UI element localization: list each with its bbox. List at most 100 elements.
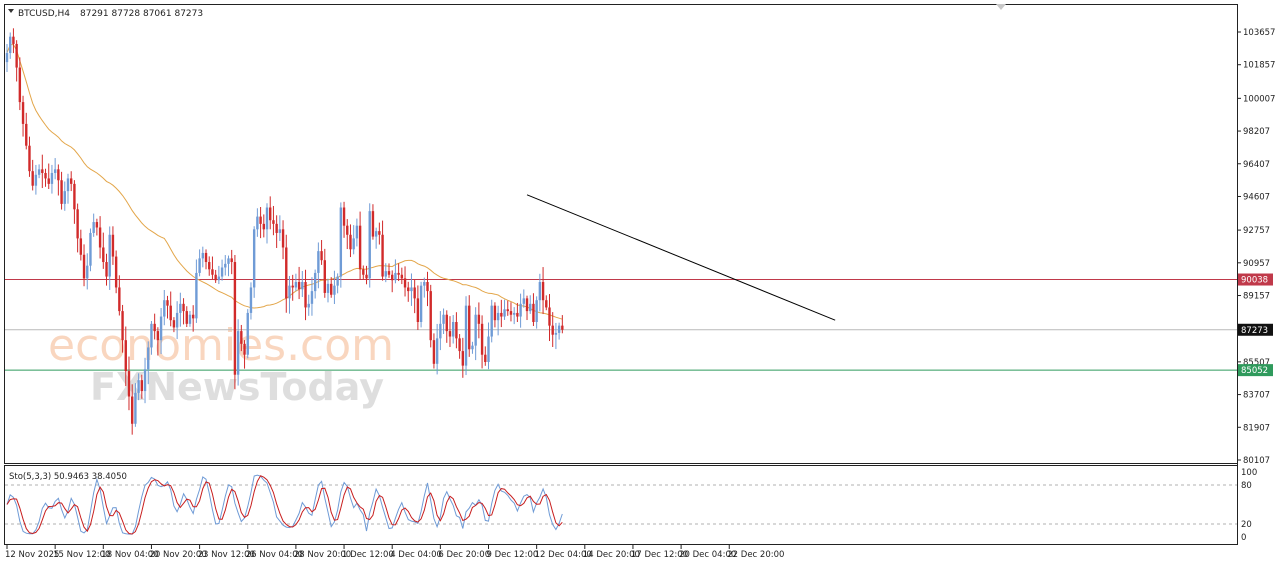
candle-bear [330, 283, 333, 295]
candle-bear [407, 287, 410, 292]
candle-bear [185, 311, 188, 324]
candle-bull [557, 325, 561, 333]
candle-bull [419, 285, 423, 323]
candle-bear [60, 180, 63, 204]
candle-bull [108, 234, 111, 277]
candle-bull [464, 305, 468, 366]
candle-bear [445, 314, 448, 332]
candle-bull [265, 207, 269, 230]
time-tick-label: 26 Nov 04:00 [246, 550, 303, 560]
candle-bear [172, 320, 176, 328]
candle-bull [307, 303, 310, 308]
candle-bear [516, 312, 519, 317]
candle-bear [57, 169, 60, 181]
candle-bull [195, 272, 198, 319]
candle-bear [233, 262, 237, 375]
candle-bear [416, 298, 420, 323]
candle-bear [281, 229, 285, 248]
moving-average-line [6, 43, 563, 320]
time-tick-label: 17 Dec 12:00 [631, 550, 688, 560]
candle-bull [220, 267, 224, 277]
candle-bear [426, 282, 429, 292]
candle-bull [336, 276, 339, 286]
candle-bull [175, 312, 179, 328]
candle-bull [86, 265, 89, 279]
price-pane[interactable] [4, 4, 1238, 464]
stochastic-tick-label: 0 [1241, 533, 1246, 543]
candle-bear [191, 314, 195, 319]
candle-bull [236, 331, 240, 375]
candle-bear [118, 287, 121, 312]
candle-bull [496, 312, 500, 321]
candle-bear [208, 262, 211, 270]
price-tick-label: 85507 [1243, 358, 1270, 368]
candle-bear [153, 323, 156, 332]
candle-bear [240, 331, 243, 344]
candle-bear [346, 225, 349, 235]
candle-bear [95, 222, 99, 228]
candle-bear [25, 123, 28, 146]
candle-bear [272, 220, 275, 224]
candle-bear [41, 169, 44, 173]
candle-bear [561, 325, 564, 330]
candle-bull [410, 287, 413, 292]
chart-shift-marker-icon[interactable] [996, 4, 1006, 10]
candle-bull [224, 263, 227, 268]
candle-bear [551, 325, 554, 335]
price-tick-label: 96407 [1243, 160, 1270, 170]
candle-bear [130, 396, 134, 424]
last-price-label: 87273 [1241, 326, 1268, 336]
candle-bull [288, 285, 291, 299]
candle-bear [12, 36, 15, 44]
price-tick-label: 81907 [1243, 423, 1270, 433]
candle-bull [134, 392, 137, 424]
candle-bull [294, 282, 298, 288]
price-tick-label: 92757 [1243, 226, 1270, 236]
candle-bear [461, 351, 465, 366]
candle-bull [451, 322, 455, 337]
candle-bull [355, 225, 359, 239]
candle-bear [541, 282, 545, 301]
price-tick-label: 90957 [1243, 259, 1270, 269]
candle-bear [378, 231, 381, 235]
candle-bull [535, 300, 538, 323]
time-tick-label: 20 Dec 04:00 [679, 550, 736, 560]
symbol-dropdown-icon[interactable] [8, 9, 14, 13]
stochastic-label: Sto(5,3,3) 50.9463 38.4050 [9, 472, 127, 482]
candle-bear [429, 291, 432, 341]
price-tick-label: 80107 [1243, 456, 1270, 466]
candle-bear [243, 343, 246, 355]
candle-bear [358, 225, 362, 270]
candle-bull [374, 231, 378, 237]
candle-bear [413, 287, 416, 299]
candle-bear [532, 303, 535, 323]
candle-bull [512, 312, 516, 315]
candle-bear [18, 67, 22, 103]
candle-bear [98, 227, 102, 248]
candle-bear [500, 312, 503, 317]
candle-bull [339, 207, 343, 277]
stochastic-pane[interactable] [4, 465, 1238, 545]
support-price-label: 85052 [1241, 366, 1268, 376]
candle-bull [439, 323, 442, 339]
candle-bear [28, 145, 31, 172]
candle-bear [349, 234, 352, 250]
time-tick-label: 20 Nov 20:00 [149, 550, 206, 560]
stochastic-signal-line [6, 475, 563, 535]
candle-bull [150, 323, 153, 348]
resistance-price-box [1238, 273, 1273, 286]
candle-bull [384, 271, 387, 277]
candle-bull [435, 338, 439, 364]
time-tick-label: 23 Nov 12:00 [198, 550, 255, 560]
candle-bull [147, 347, 150, 370]
candle-bull [490, 305, 493, 337]
candle-bull [201, 252, 205, 259]
candle-bull [143, 369, 147, 392]
candle-bear [21, 102, 25, 124]
candle-bull [66, 178, 70, 192]
candle-bear [285, 247, 288, 299]
candle-bear [525, 298, 529, 312]
